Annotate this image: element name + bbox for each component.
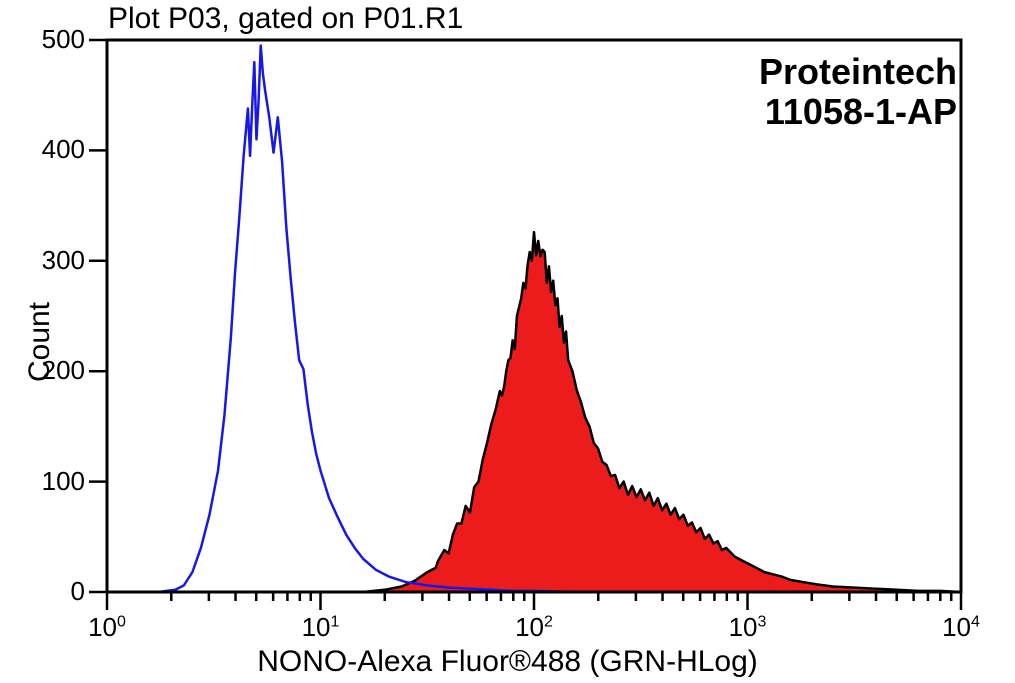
y-tick-label: 0 bbox=[25, 576, 85, 607]
flow-cytometry-plot: Plot P03, gated on P01.R1 Proteintech 11… bbox=[0, 0, 1015, 683]
y-tick-label: 400 bbox=[25, 134, 85, 165]
x-tick-label: 100 bbox=[88, 612, 126, 643]
x-tick-label: 104 bbox=[942, 612, 980, 643]
y-tick-label: 500 bbox=[25, 24, 85, 55]
y-tick-label: 200 bbox=[25, 355, 85, 386]
x-tick-label: 102 bbox=[515, 612, 553, 643]
x-tick-label: 103 bbox=[729, 612, 767, 643]
x-tick-label: 101 bbox=[302, 612, 340, 643]
y-tick-label: 300 bbox=[25, 245, 85, 276]
y-tick-label: 100 bbox=[25, 466, 85, 497]
plot-svg bbox=[0, 0, 1015, 683]
